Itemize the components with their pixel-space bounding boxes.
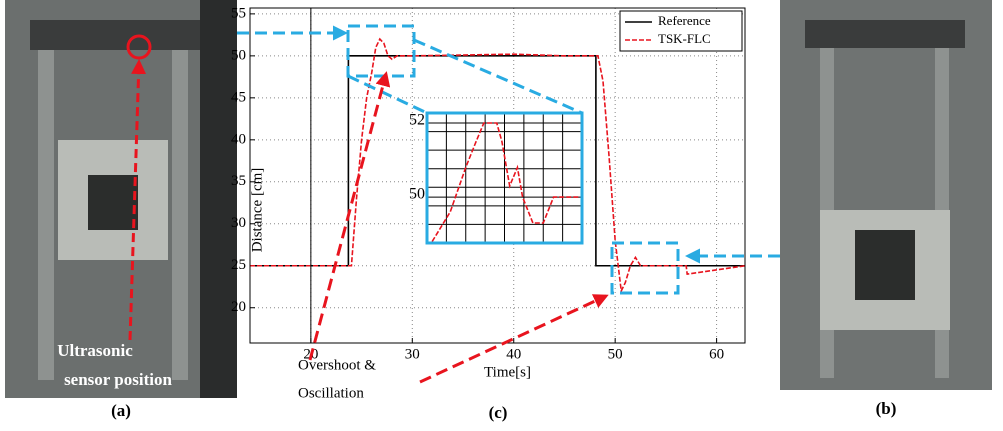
legend-box	[619, 10, 743, 52]
y-tick-label: 25	[231, 257, 246, 273]
y-tick-label: 30	[231, 215, 246, 231]
callouts	[237, 24, 780, 384]
series-line	[250, 37, 746, 294]
y-tick-label: 50	[409, 186, 425, 203]
y-tick-label: 55	[231, 5, 246, 21]
annotation: Oscillation	[298, 385, 364, 401]
caption: (a)	[111, 401, 131, 420]
legend-label: Reference	[658, 13, 711, 28]
y-tick-label: 35	[231, 173, 246, 189]
annotation: Overshoot &	[298, 357, 376, 373]
photo-left: Ultrasonic sensor position	[5, 0, 237, 398]
plot-frame	[249, 7, 746, 344]
y-tick-label: 40	[231, 131, 246, 147]
y-tick-label: 52	[409, 112, 425, 129]
y-tick-label: 50	[231, 47, 246, 63]
photo-note: sensor position	[64, 370, 172, 389]
x-tick-label: 60	[709, 346, 724, 362]
y-axis-label: Distance [cm]	[249, 168, 265, 253]
plot-frame	[425, 111, 584, 245]
plot: 50 52	[409, 111, 584, 245]
panel-label: (c)	[489, 403, 508, 422]
caption: (b)	[876, 399, 897, 418]
y-tick-label: 20	[231, 299, 246, 315]
legend-label: TSK-FLC	[658, 31, 711, 46]
photo-right	[780, 0, 992, 390]
x-tick-label: 50	[608, 346, 623, 362]
series-line	[431, 122, 580, 242]
x-tick-label: 40	[506, 346, 521, 362]
photo-note: Ultrasonic	[57, 341, 133, 360]
x-tick-label: 30	[405, 346, 420, 362]
y-tick-label: 45	[231, 89, 246, 105]
x-axis-label: Time[s]	[484, 364, 531, 380]
